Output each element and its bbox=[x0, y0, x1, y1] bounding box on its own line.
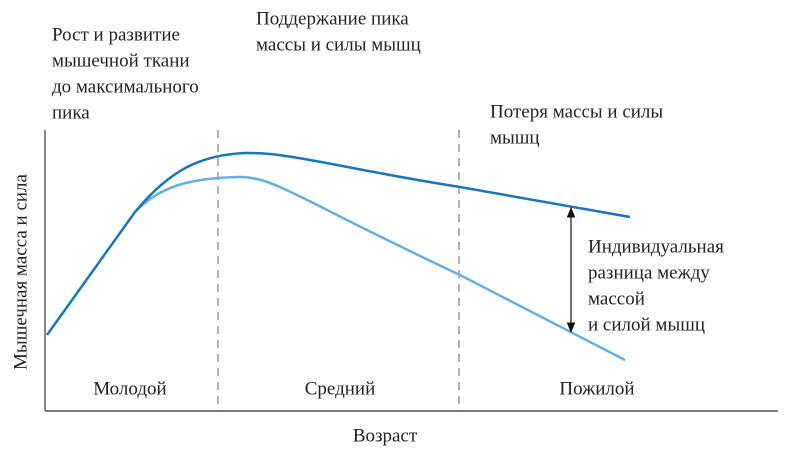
annotation: массой bbox=[588, 288, 645, 309]
stage-label: Пожилой bbox=[559, 378, 634, 399]
strength-curve bbox=[134, 175, 626, 362]
stage-description: до максимального bbox=[52, 76, 199, 97]
stage-label: Средний bbox=[305, 378, 376, 399]
mass-curve bbox=[45, 151, 631, 336]
stage-description: мышц bbox=[490, 127, 540, 148]
annotation: разница между bbox=[588, 262, 710, 283]
stage-description: мышечной ткани bbox=[52, 50, 190, 71]
annotation: и силой мышц bbox=[588, 314, 705, 335]
stage-description: пика bbox=[52, 102, 90, 123]
stage-description: Рост и развитие bbox=[52, 24, 180, 45]
y-axis-label: Мышечная масса и сила bbox=[10, 173, 31, 370]
stage-description: Потеря массы и силы bbox=[490, 101, 663, 122]
x-axis-label: Возраст bbox=[353, 425, 418, 446]
stage-description: массы и силы мышц bbox=[256, 34, 421, 55]
annotation: Индивидуальная bbox=[588, 236, 724, 257]
stage-description: Поддержание пика bbox=[256, 8, 409, 29]
stage-label: Молодой bbox=[93, 378, 166, 399]
